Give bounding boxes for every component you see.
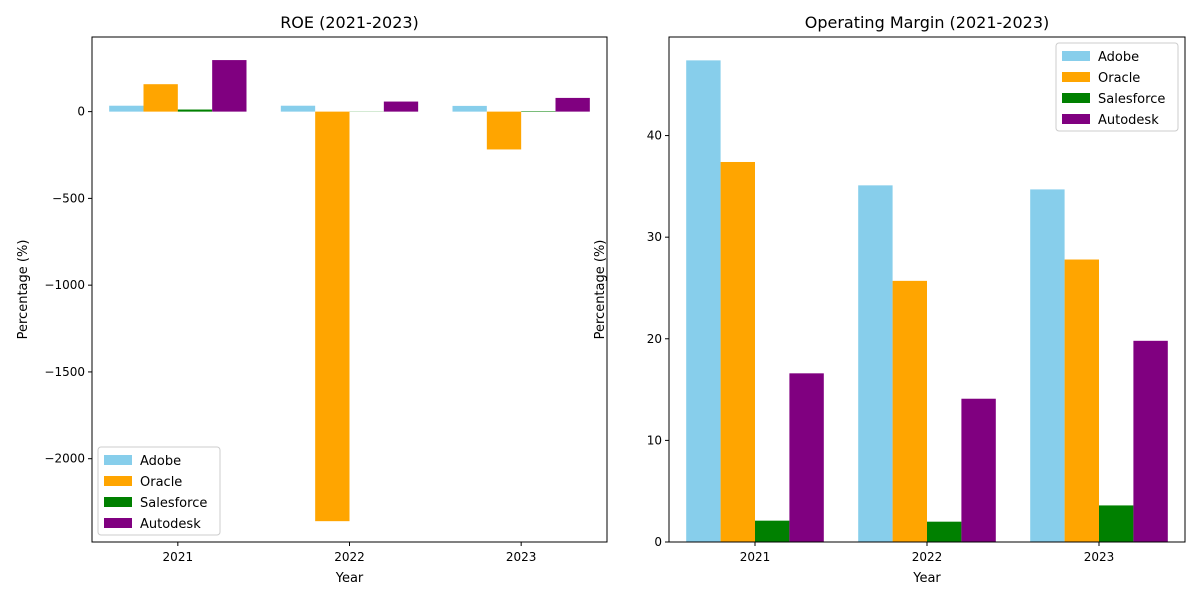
x-tick-label: 2023 (1084, 550, 1115, 564)
y-tick-label: 40 (647, 129, 662, 143)
x-tick-label: 2022 (334, 550, 365, 564)
bar-oracle-2022 (315, 111, 350, 522)
y-axis: 0 10 20 30 40 (647, 129, 669, 549)
legend-box (1055, 42, 1179, 132)
bar-salesforce-2023 (1099, 505, 1134, 542)
y-axis-label: Percentage (%) (16, 240, 31, 340)
bar-salesforce-2021 (755, 520, 790, 542)
x-tick-label: 2022 (912, 550, 943, 564)
y-tick-label: −2000 (44, 452, 85, 466)
legend-label-salesforce: Salesforce (1098, 92, 1165, 107)
legend-swatch-autodesk (1062, 114, 1090, 124)
chart-title: ROE (2021-2023) (280, 13, 419, 32)
chart-title: Operating Margin (2021-2023) (805, 13, 1050, 32)
bars (109, 60, 590, 522)
bar-adobe-2022 (858, 185, 893, 542)
operating-margin-chart: 0 10 20 30 40 2021 2022 2023 Year Percentage (%) O… (593, 13, 1186, 586)
x-axis-label: Year (335, 571, 364, 586)
bar-oracle-2023 (1064, 259, 1099, 542)
bar-adobe-2023 (452, 105, 487, 112)
x-tick-label: 2023 (506, 550, 537, 564)
legend-box (97, 446, 221, 536)
legend-label-oracle: Oracle (140, 475, 182, 490)
y-tick-label: 30 (647, 230, 662, 244)
legend-label-salesforce: Salesforce (140, 496, 207, 511)
y-tick-label: 10 (647, 433, 662, 447)
y-tick-label: 0 (77, 105, 85, 119)
y-tick-label: 20 (647, 332, 662, 346)
bar-salesforce-2023 (521, 111, 556, 112)
legend-swatch-adobe (1062, 51, 1090, 61)
x-axis: 2021 2022 2023 (740, 542, 1115, 564)
legend-swatch-oracle (104, 476, 132, 486)
legend-label-autodesk: Autodesk (1098, 113, 1159, 128)
y-tick-label: −1000 (44, 278, 85, 292)
bar-autodesk-2021 (789, 373, 824, 542)
y-axis: 0 −500 −1000 −1500 −2000 (44, 105, 92, 466)
bar-autodesk-2022 (383, 101, 419, 112)
legend-swatch-salesforce (1062, 93, 1090, 103)
y-tick-label: −1500 (44, 365, 85, 379)
bar-oracle-2022 (892, 280, 927, 542)
legend-swatch-adobe (104, 455, 132, 465)
bar-adobe-2023 (1030, 189, 1065, 542)
legend: Adobe Oracle Salesforce Autodesk (1055, 42, 1179, 132)
legend-swatch-salesforce (104, 497, 132, 507)
x-tick-label: 2021 (163, 550, 194, 564)
y-tick-label: −500 (52, 191, 85, 205)
roe-chart: 0 −500 −1000 −1500 −2000 2021 2022 2023 Year Perc… (16, 13, 608, 586)
legend-swatch-autodesk (104, 518, 132, 528)
bar-adobe-2022 (280, 105, 316, 112)
bar-autodesk-2023 (1133, 340, 1168, 542)
bar-salesforce-2022 (927, 521, 962, 542)
bar-oracle-2021 (720, 161, 755, 543)
y-tick-label: 0 (654, 535, 662, 549)
legend-label-oracle: Oracle (1098, 71, 1140, 86)
legend-label-adobe: Adobe (1098, 50, 1139, 65)
bar-adobe-2021 (686, 60, 721, 543)
bar-salesforce-2021 (177, 109, 213, 112)
bar-oracle-2021 (143, 84, 178, 112)
bar-adobe-2021 (109, 105, 144, 112)
legend-swatch-oracle (1062, 72, 1090, 82)
legend: Adobe Oracle Salesforce Autodesk (97, 446, 221, 536)
x-axis-label: Year (912, 571, 941, 586)
bar-autodesk-2021 (212, 60, 247, 112)
y-axis-label: Percentage (%) (593, 240, 608, 340)
bars (686, 60, 1168, 543)
bar-autodesk-2023 (555, 97, 590, 112)
bar-autodesk-2022 (961, 398, 996, 542)
legend-label-autodesk: Autodesk (140, 517, 201, 532)
x-axis: 2021 2022 2023 (163, 542, 537, 564)
x-tick-label: 2021 (740, 550, 771, 564)
bar-oracle-2023 (486, 111, 522, 150)
legend-label-adobe: Adobe (140, 454, 181, 469)
